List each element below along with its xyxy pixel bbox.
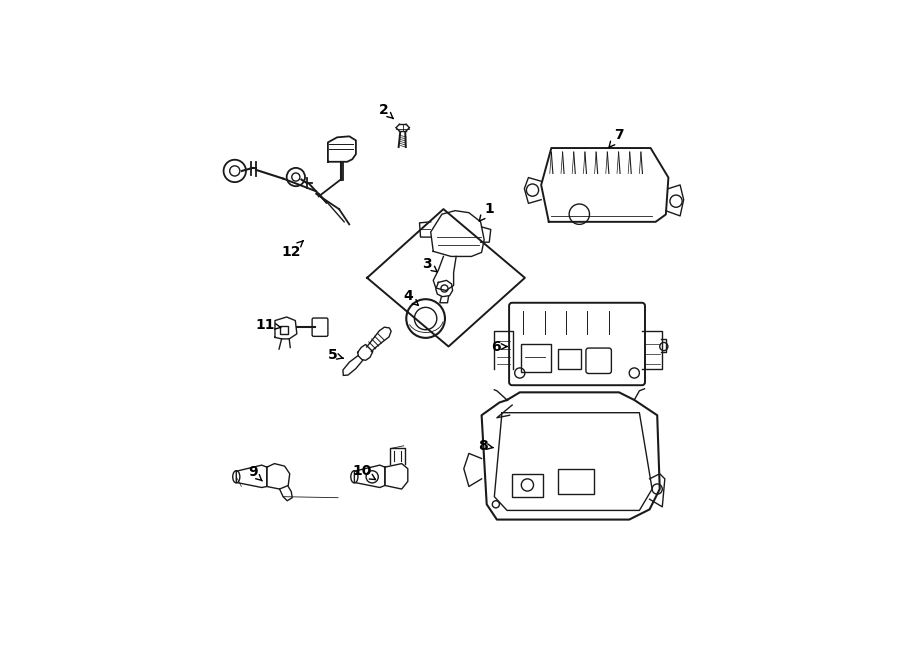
Text: 1: 1	[479, 202, 494, 221]
Text: 3: 3	[422, 256, 437, 272]
Text: 10: 10	[352, 464, 375, 480]
Text: 6: 6	[491, 340, 507, 354]
Bar	[558, 469, 594, 494]
Text: 4: 4	[403, 289, 418, 305]
Text: 8: 8	[478, 439, 493, 453]
Text: 2: 2	[379, 103, 393, 118]
Bar	[521, 344, 551, 372]
Bar	[512, 474, 543, 496]
Text: 9: 9	[248, 465, 262, 481]
Text: 5: 5	[328, 348, 344, 362]
Text: 7: 7	[609, 128, 624, 147]
Bar	[558, 349, 580, 369]
Text: 11: 11	[256, 318, 281, 332]
Text: 12: 12	[281, 241, 303, 259]
Bar	[280, 326, 288, 334]
